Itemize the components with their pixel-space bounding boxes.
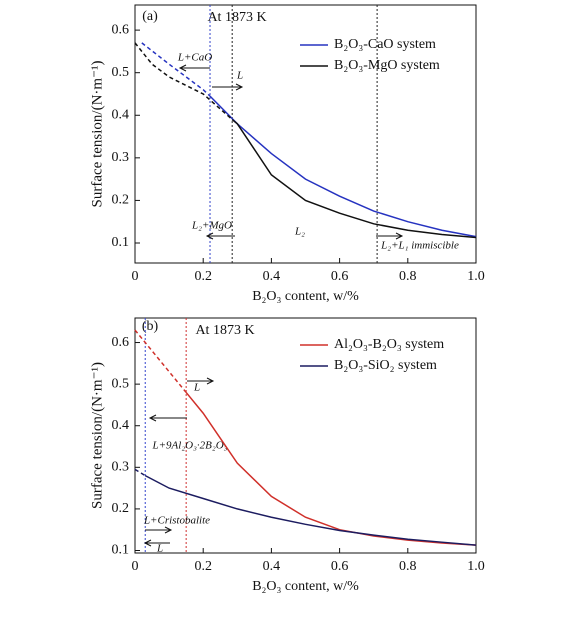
y-tick-label: 0.1 bbox=[112, 235, 130, 250]
series-line-dashed bbox=[134, 329, 187, 393]
x-tick-label: 0.2 bbox=[194, 269, 212, 284]
annotation: L bbox=[193, 382, 200, 394]
panel: 0 0.2 0.4 0.6 0.8 1.0 0.1 0.2 0.3 0.4 0.5 0.6 B₂O₃ c… bbox=[89, 317, 485, 594]
arrow bbox=[143, 539, 170, 547]
annotation: L₂+L₁ immiscible bbox=[380, 240, 459, 252]
arrow bbox=[212, 83, 244, 91]
x-tick-label: 1.0 bbox=[467, 559, 485, 574]
x-tick-label: 0 bbox=[132, 269, 139, 284]
legend-label: Al₂O₃-B₂O₃ system bbox=[334, 337, 444, 352]
x-tick-label: 0.4 bbox=[263, 269, 281, 284]
chart-title: At 1873 K bbox=[207, 10, 266, 25]
y-tick-label: 0.2 bbox=[112, 501, 130, 516]
legend-label: B₂O₃-MgO system bbox=[334, 58, 440, 73]
y-tick-label: 0.6 bbox=[112, 335, 130, 350]
arrow bbox=[148, 414, 187, 422]
legend-label: B₂O₃-CaO system bbox=[334, 37, 436, 52]
y-tick-label: 0.3 bbox=[112, 460, 130, 475]
arrow bbox=[178, 64, 210, 72]
plot-frame bbox=[134, 4, 477, 264]
y-tick-label: 0.4 bbox=[112, 107, 130, 122]
panel-label: (a) bbox=[142, 9, 158, 24]
series-line-dashed bbox=[134, 468, 146, 477]
arrow bbox=[187, 377, 215, 385]
x-tick-label: 0.2 bbox=[194, 559, 212, 574]
series-line bbox=[185, 391, 477, 546]
y-tick-label: 0.3 bbox=[112, 150, 130, 165]
x-tick-label: 0.8 bbox=[399, 269, 417, 284]
legend-label: B₂O₃-SiO₂ system bbox=[334, 358, 437, 373]
series-line bbox=[231, 118, 477, 239]
y-tick-label: 0.5 bbox=[112, 65, 130, 80]
y-tick-label: 0.1 bbox=[112, 543, 130, 558]
x-tick-label: 0.4 bbox=[263, 559, 281, 574]
y-axis-label: Surface tension/(N·m⁻¹) bbox=[89, 61, 105, 208]
annotation: L₂ bbox=[294, 226, 305, 238]
series-line-dashed bbox=[141, 42, 211, 97]
annotation: L₂+MgO bbox=[191, 220, 232, 232]
y-tick-label: 0.5 bbox=[112, 376, 130, 391]
x-tick-label: 0.8 bbox=[399, 559, 417, 574]
y-tick-label: 0.6 bbox=[112, 22, 130, 37]
x-tick-label: 0.6 bbox=[331, 269, 349, 284]
x-tick-label: 1.0 bbox=[467, 269, 485, 284]
y-axis-label: Surface tension/(N·m⁻¹) bbox=[89, 362, 105, 509]
annotation: L bbox=[236, 70, 243, 82]
plot-frame bbox=[134, 317, 477, 554]
panel: 0 0.2 0.4 0.6 0.8 1.0 0.1 0.2 0.3 0.4 0.5 0.6 B₂O₃ c… bbox=[89, 4, 485, 304]
arrow bbox=[145, 526, 173, 534]
x-tick-label: 0.6 bbox=[331, 559, 349, 574]
arrow bbox=[205, 232, 235, 240]
annotation: L bbox=[156, 543, 163, 555]
chart-title: At 1873 K bbox=[195, 323, 254, 338]
annotation: L+Cristobalite bbox=[143, 515, 210, 527]
annotation: L+CaO bbox=[177, 52, 212, 64]
annotation: L+9Al₂O₃·2B₂O₃ bbox=[152, 440, 228, 452]
arrow bbox=[376, 232, 404, 240]
y-tick-label: 0.4 bbox=[112, 418, 130, 433]
series-line bbox=[144, 474, 477, 546]
panel-label: (b) bbox=[142, 319, 159, 334]
series-line-dashed bbox=[134, 42, 233, 121]
x-axis-label: B₂O₃ content, w/% bbox=[252, 579, 359, 594]
x-axis-label: B₂O₃ content, w/% bbox=[252, 289, 359, 304]
y-tick-label: 0.2 bbox=[112, 193, 130, 208]
x-tick-label: 0 bbox=[132, 559, 139, 574]
series-line bbox=[209, 95, 477, 238]
